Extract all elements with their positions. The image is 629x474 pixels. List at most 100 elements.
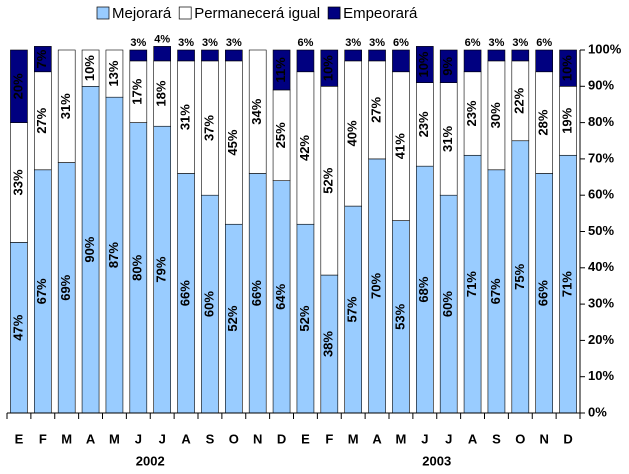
bar-segment (248, 49, 267, 174)
x-tick-label: J (159, 431, 166, 446)
value-label: 27% (369, 96, 384, 122)
value-label: 18% (154, 80, 169, 106)
value-label: 31% (440, 125, 455, 151)
legend-swatch (178, 6, 192, 20)
value-label: 79% (154, 256, 169, 282)
bar-segment (535, 49, 553, 73)
value-label: 69% (58, 274, 73, 300)
bar-segment (392, 49, 410, 73)
value-label: 34% (249, 98, 264, 124)
x-tick-label: J (421, 431, 428, 446)
value-label: 53% (392, 303, 407, 329)
value-label: 6% (393, 37, 409, 49)
x-tick-label: A (468, 431, 478, 446)
y-tick-label: 20% (588, 332, 614, 347)
value-label: 52% (321, 167, 336, 193)
value-label: 19% (560, 107, 575, 133)
x-tick-label: S (206, 431, 215, 446)
x-tick-label: N (253, 431, 262, 446)
value-label: 22% (512, 87, 527, 113)
value-label: 66% (536, 280, 551, 306)
x-tick-label: D (563, 431, 572, 446)
bar-segment (225, 49, 243, 62)
value-label: 75% (512, 263, 527, 289)
x-tick-label: N (539, 431, 548, 446)
value-label: 31% (178, 104, 193, 130)
y-tick-label: 40% (588, 259, 614, 274)
value-label: 60% (440, 291, 455, 317)
x-tick-label: E (301, 431, 310, 446)
value-label: 9% (440, 57, 455, 76)
bar-segment (439, 49, 458, 83)
legend-swatch (327, 6, 341, 20)
y-tick-label: 90% (588, 78, 614, 93)
bar-segment (272, 49, 291, 91)
value-label: 80% (130, 254, 145, 280)
value-label: 64% (273, 283, 288, 309)
value-label: 40% (345, 120, 360, 146)
bar-segment (129, 49, 148, 62)
bar-segment (296, 49, 315, 73)
value-label: 47% (10, 314, 25, 340)
value-label: 23% (416, 111, 431, 137)
value-label: 10% (416, 51, 431, 77)
year-label: 2003 (422, 453, 451, 468)
bar-segment (487, 49, 506, 62)
year-label: 2002 (136, 453, 165, 468)
value-label: 67% (488, 278, 503, 304)
value-label: 90% (82, 236, 97, 262)
value-label: 6% (297, 37, 313, 49)
value-label: 10% (82, 55, 97, 81)
value-label: 10% (560, 55, 575, 81)
bar-segment (344, 49, 362, 62)
y-tick-label: 30% (588, 296, 614, 311)
value-label: 25% (273, 122, 288, 148)
legend-label: Empeorará (343, 5, 418, 22)
value-label: 3% (130, 37, 146, 49)
bar-segment (105, 49, 124, 98)
y-tick-label: 10% (588, 368, 614, 383)
y-tick-label: 0% (588, 404, 607, 419)
legend-label: Permanecerá igual (194, 5, 320, 22)
x-tick-label: A (86, 431, 96, 446)
value-label: 70% (369, 273, 384, 299)
value-label: 10% (321, 55, 336, 81)
value-label: 7% (34, 49, 49, 68)
x-tick-label: A (372, 431, 382, 446)
value-label: 17% (130, 78, 145, 104)
bar-segment (201, 49, 219, 62)
value-label: 6% (465, 37, 481, 49)
bar-segment (81, 49, 100, 87)
value-label: 66% (178, 280, 193, 306)
bar-segment (559, 49, 577, 87)
value-label: 52% (297, 305, 312, 331)
value-label: 20% (10, 73, 25, 99)
value-label: 57% (345, 296, 360, 322)
x-tick-label: M (61, 431, 72, 446)
y-tick-label: 100% (588, 41, 622, 56)
bar-segment (416, 46, 434, 83)
value-label: 67% (34, 278, 49, 304)
value-label: 3% (226, 37, 242, 49)
x-tick-label: O (229, 431, 239, 446)
value-label: 41% (392, 133, 407, 159)
value-label: 23% (464, 100, 479, 126)
value-label: 68% (416, 276, 431, 302)
value-label: 13% (106, 60, 121, 86)
value-label: 3% (178, 37, 194, 49)
legend-label: Mejorará (112, 5, 172, 22)
x-tick-label: M (109, 431, 120, 446)
y-tick-label: 60% (588, 187, 614, 202)
value-label: 31% (58, 93, 73, 119)
value-label: 28% (536, 109, 551, 135)
value-label: 45% (225, 129, 240, 155)
y-tick-label: 50% (588, 223, 614, 238)
legend-swatch (96, 6, 110, 20)
value-label: 52% (225, 305, 240, 331)
bar-segment (153, 46, 171, 62)
value-label: 3% (512, 37, 528, 49)
x-tick-label: J (445, 431, 452, 446)
value-label: 27% (34, 107, 49, 133)
value-label: 38% (321, 331, 336, 357)
